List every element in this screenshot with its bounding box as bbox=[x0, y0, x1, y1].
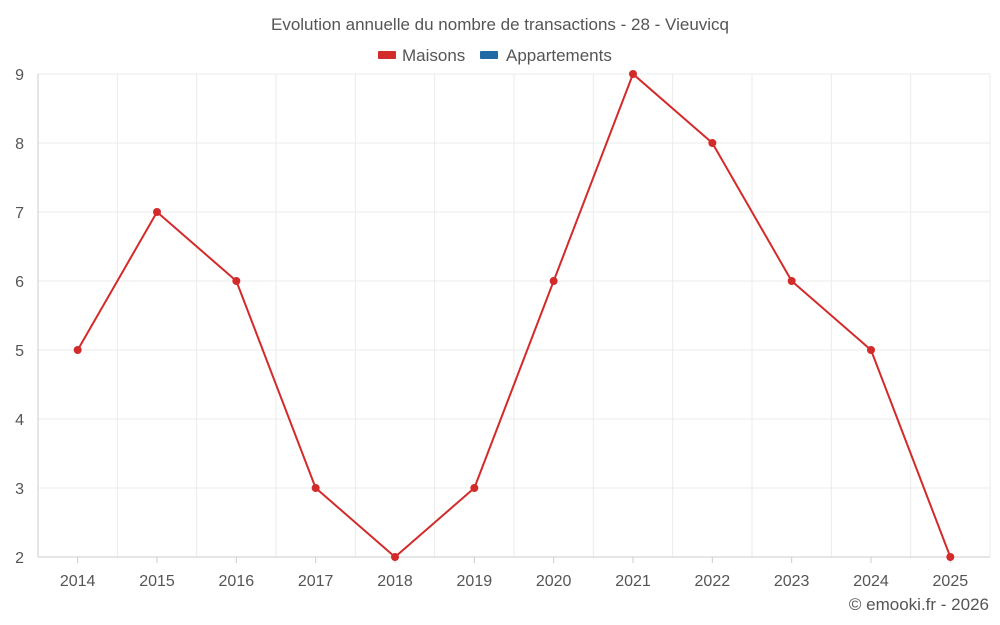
x-tick-label: 2018 bbox=[377, 573, 413, 590]
data-point[interactable] bbox=[629, 70, 637, 78]
y-tick-label: 8 bbox=[15, 136, 24, 153]
legend: Maisons Appartements bbox=[378, 46, 612, 65]
x-tick-label: 2015 bbox=[139, 573, 175, 590]
y-tick-label: 3 bbox=[15, 481, 24, 498]
series-line-maisons bbox=[76, 73, 952, 558]
y-tick-label: 5 bbox=[15, 343, 24, 360]
x-tick-label: 2019 bbox=[457, 573, 493, 590]
legend-label-maisons: Maisons bbox=[402, 46, 465, 65]
data-point[interactable] bbox=[946, 553, 955, 561]
axes bbox=[37, 74, 990, 558]
data-point[interactable] bbox=[787, 277, 796, 285]
x-tick-label: 2020 bbox=[536, 573, 572, 590]
data-point[interactable] bbox=[708, 139, 717, 147]
series bbox=[73, 70, 955, 561]
legend-item-maisons[interactable]: Maisons bbox=[378, 46, 465, 65]
legend-swatch-appartements bbox=[480, 51, 498, 59]
y-tick-label: 4 bbox=[15, 412, 24, 429]
y-tick-label: 7 bbox=[15, 205, 24, 222]
y-axis-ticks: 2 3 4 5 6 7 8 9 bbox=[15, 67, 24, 567]
x-tick-label: 2024 bbox=[853, 573, 889, 590]
data-point[interactable] bbox=[391, 553, 399, 561]
data-point[interactable] bbox=[232, 277, 241, 285]
data-point[interactable] bbox=[470, 484, 479, 492]
legend-label-appartements: Appartements bbox=[506, 46, 612, 65]
credit-text: © emooki.fr - 2026 bbox=[848, 595, 989, 614]
x-axis-ticks: 2014 2015 2016 2017 2018 2019 2020 2021 2022 2023… bbox=[60, 557, 968, 590]
data-point[interactable] bbox=[311, 484, 320, 492]
x-tick-label: 2022 bbox=[695, 573, 731, 590]
data-point[interactable] bbox=[549, 277, 558, 285]
grid bbox=[37, 73, 991, 557]
data-point[interactable] bbox=[73, 346, 82, 354]
legend-swatch-maisons bbox=[378, 51, 396, 59]
chart-title: Evolution annuelle du nombre de transact… bbox=[271, 15, 729, 34]
y-tick-label: 2 bbox=[15, 550, 24, 567]
x-tick-label: 2016 bbox=[219, 573, 255, 590]
legend-item-appartements[interactable]: Appartements bbox=[480, 46, 612, 65]
x-tick-label: 2017 bbox=[298, 573, 334, 590]
data-point[interactable] bbox=[867, 346, 875, 354]
y-tick-label: 6 bbox=[15, 274, 24, 291]
x-tick-label: 2021 bbox=[615, 573, 651, 590]
data-point[interactable] bbox=[153, 208, 161, 216]
x-tick-label: 2023 bbox=[774, 573, 810, 590]
x-tick-label: 2025 bbox=[933, 573, 969, 590]
y-tick-label: 9 bbox=[15, 67, 24, 84]
x-tick-label: 2014 bbox=[60, 573, 96, 590]
